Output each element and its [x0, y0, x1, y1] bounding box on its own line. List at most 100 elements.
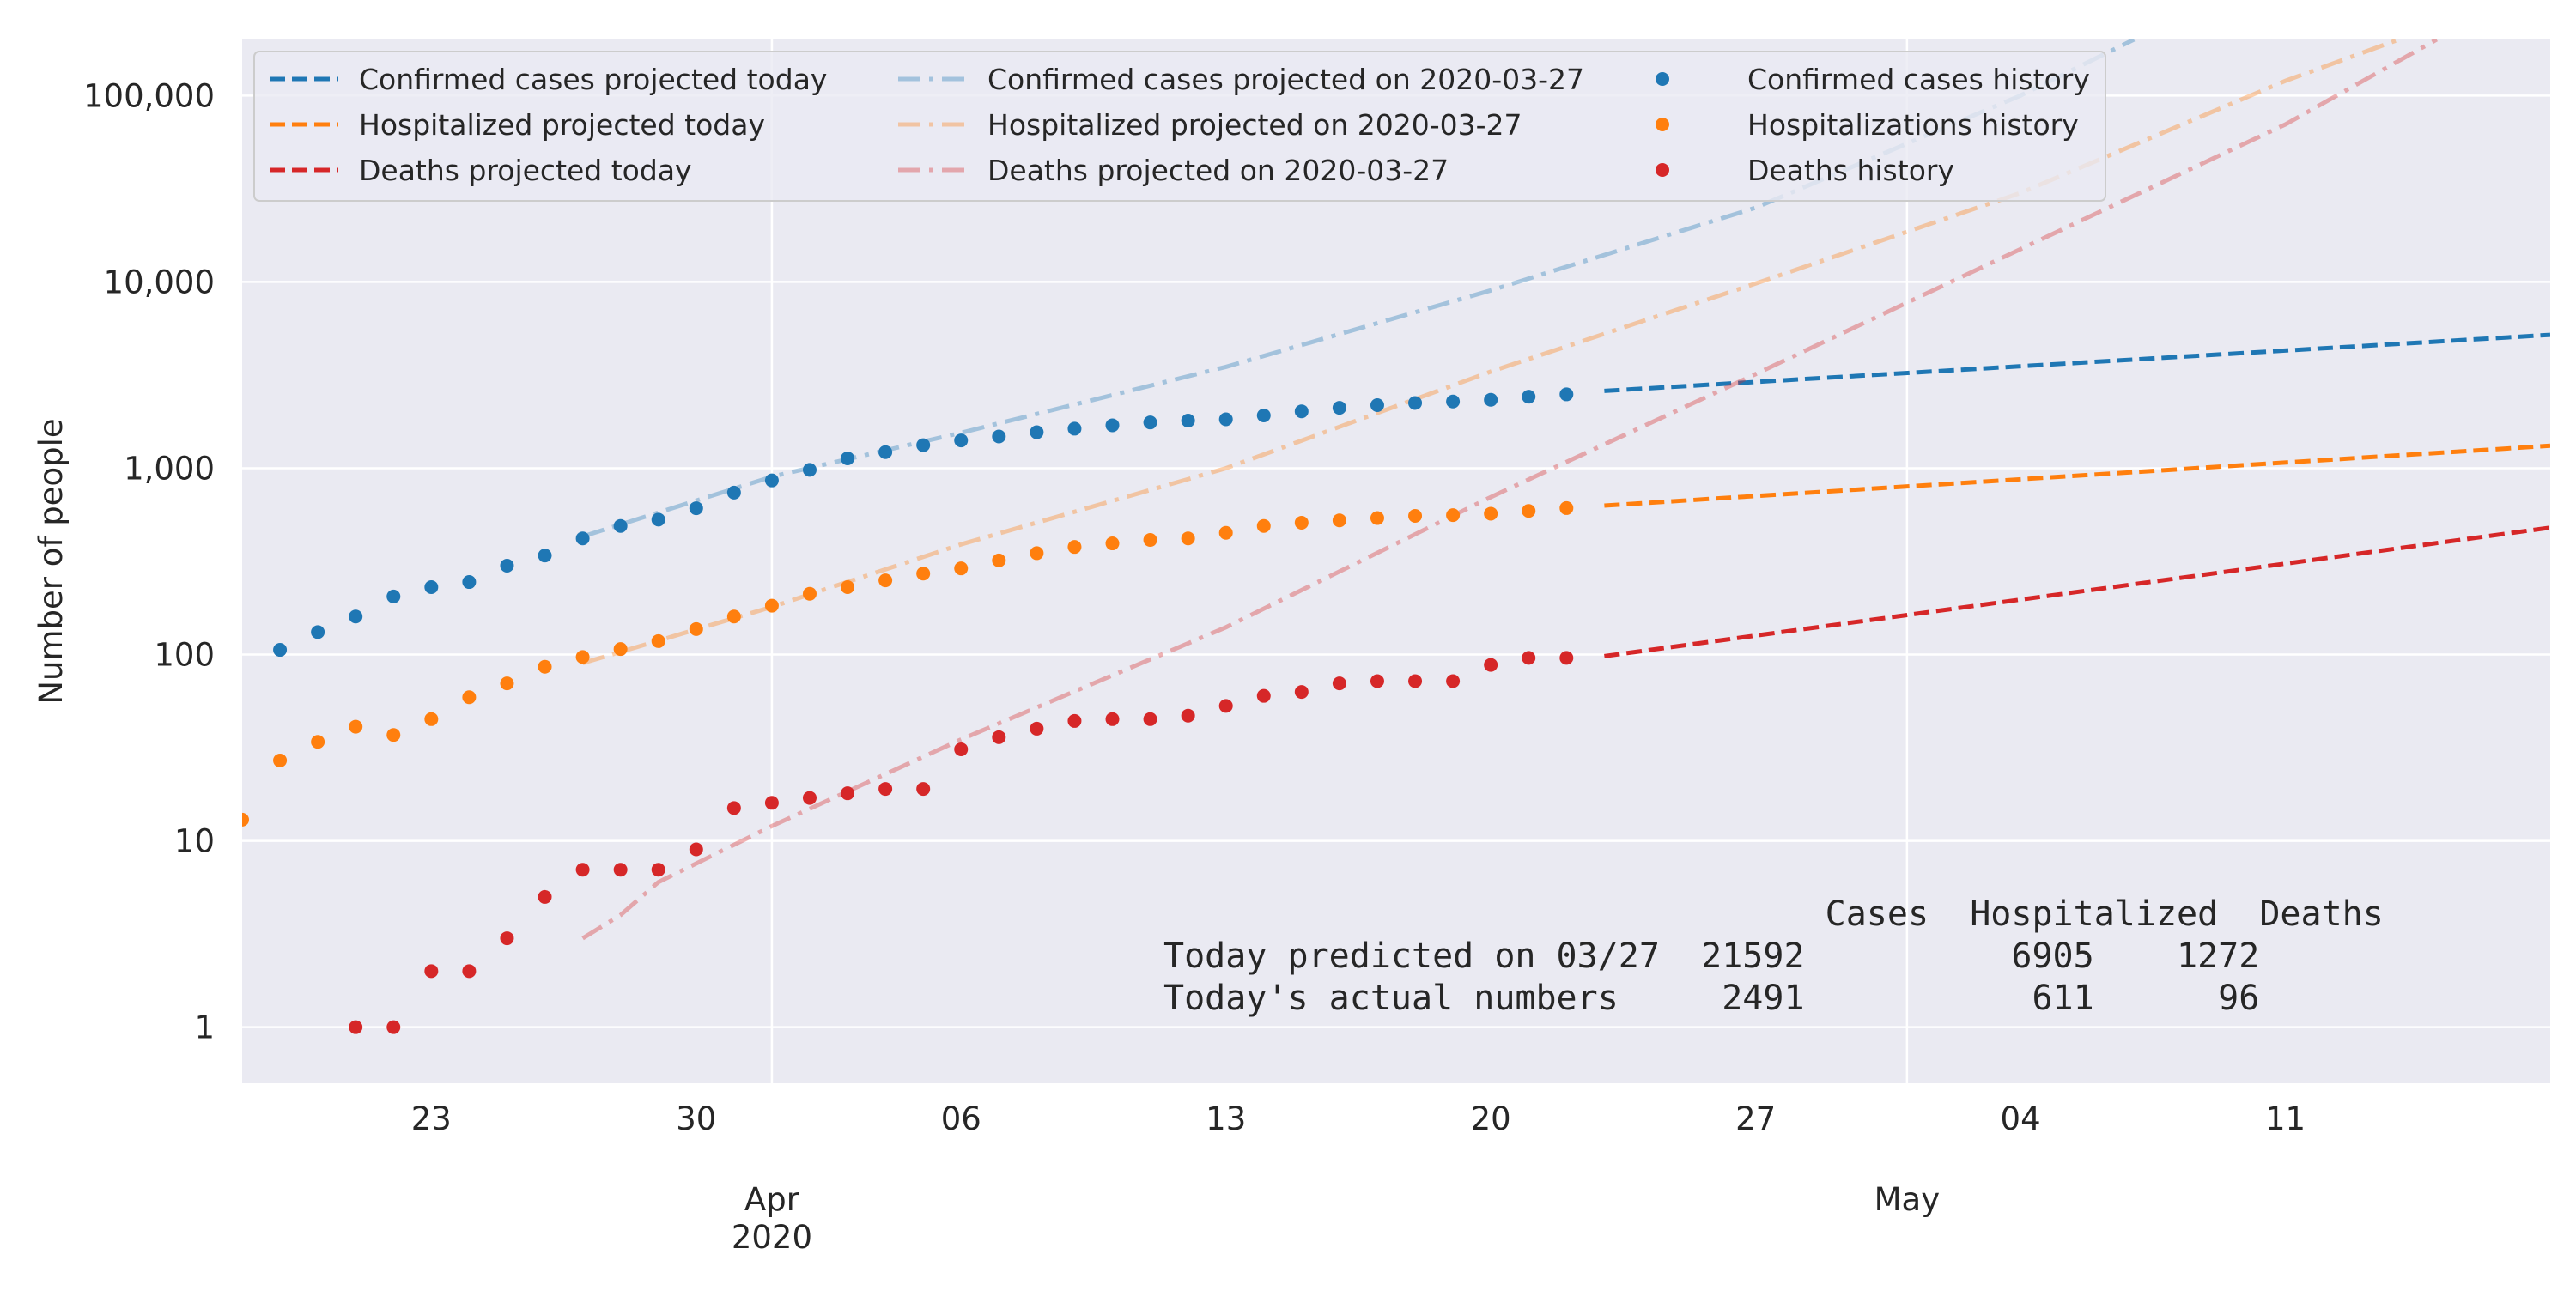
series-1-line: [1604, 443, 2550, 508]
legend-item: Deaths projected today: [270, 154, 692, 187]
series-6-point: [651, 512, 665, 527]
series-7-point: [1484, 506, 1498, 521]
series-4-line: [581, 39, 2400, 665]
legend-item: Deaths projected on 2020-03-27: [898, 154, 1449, 187]
legend-item: Hospitalized projected on 2020-03-27: [898, 108, 1522, 142]
legend-item: Confirmed cases projected on 2020-03-27: [898, 63, 1584, 96]
series-6-point: [1484, 392, 1498, 407]
series-6-point: [500, 558, 514, 573]
series-8-point: [726, 801, 741, 815]
points-layer: [242, 387, 1574, 1034]
series-6-point: [878, 445, 893, 459]
y-tick-label: 10,000: [104, 264, 215, 300]
series-8-point: [992, 730, 1006, 744]
y-tick-label: 100: [154, 637, 215, 674]
legend-label: Confirmed cases projected today: [359, 63, 827, 96]
legend-box: [253, 51, 2106, 202]
summary-table-row-actual: Today's actual numbers 2491 611 96: [1163, 979, 2259, 1018]
y-axis-label: Number of people: [33, 418, 70, 704]
y-tick-label: 1: [194, 1009, 215, 1046]
series-7-point: [386, 728, 401, 742]
series-0-line: [1604, 332, 2550, 393]
legend-marker: [1656, 118, 1669, 131]
x-major-tick-sublabel: 2020: [732, 1219, 812, 1256]
series-6-point: [802, 463, 817, 477]
series-7-point: [349, 719, 363, 734]
series-2-line: [1604, 525, 2550, 658]
series-8-point: [1030, 721, 1044, 736]
series-7-point: [1294, 515, 1309, 530]
series-6-point: [1332, 401, 1346, 415]
series-8-point: [1256, 688, 1271, 703]
series-8-point: [1370, 674, 1384, 688]
series-8-point: [349, 1020, 363, 1034]
legend-item: Deaths history: [1656, 154, 1954, 187]
series-7-point: [1218, 525, 1233, 540]
series-8-point: [916, 782, 931, 797]
legend-item: Confirmed cases history: [1656, 63, 2090, 96]
series-6-point: [1408, 396, 1423, 410]
series-7-point: [651, 633, 665, 648]
series-8-point: [1484, 658, 1498, 672]
series-6-point: [1030, 425, 1044, 439]
series-8-point: [954, 742, 969, 756]
series-8-point: [575, 863, 590, 877]
series-7-point: [1408, 508, 1423, 523]
series-7-point: [841, 580, 855, 595]
series-7-point: [311, 735, 325, 749]
series-7-point: [878, 573, 893, 588]
series-6-point: [349, 609, 363, 624]
series-8-point: [1332, 676, 1346, 691]
series-6-point: [575, 531, 590, 546]
series-8-point: [802, 791, 817, 805]
series-6-point: [1294, 404, 1309, 419]
series-7-point: [1030, 546, 1044, 561]
series-8-point: [424, 964, 439, 979]
series-6-point: [1370, 398, 1384, 413]
series-7-point: [575, 650, 590, 664]
series-7-point: [992, 553, 1006, 567]
series-8-point: [841, 786, 855, 801]
series-8-point: [1143, 712, 1157, 726]
series-8-point: [538, 889, 552, 904]
series-7-point: [1370, 511, 1384, 525]
legend-label: Confirmed cases history: [1747, 63, 2090, 96]
series-7-point: [273, 753, 288, 767]
series-8-point: [1294, 685, 1309, 700]
series-7-point: [1181, 531, 1195, 546]
y-tick-label: 100,000: [83, 77, 215, 114]
series-6-point: [386, 589, 401, 603]
series-6-point: [1218, 412, 1233, 427]
series-6-point: [1559, 387, 1574, 402]
series-6-point: [916, 438, 931, 452]
series-7-point: [1446, 508, 1461, 523]
series-7-point: [242, 812, 249, 827]
series-6-point: [311, 625, 325, 639]
series-8-point: [1067, 713, 1082, 728]
series-8-point: [764, 796, 779, 810]
series-6-point: [538, 549, 552, 563]
series-7-point: [1559, 500, 1574, 515]
x-tick-label: 27: [1735, 1100, 1776, 1137]
series-6-point: [726, 485, 741, 500]
series-6-point: [462, 575, 477, 590]
series-7-point: [424, 712, 439, 726]
x-major-tick-label: May: [1874, 1181, 1941, 1218]
series-7-point: [500, 676, 514, 691]
series-6-point: [1446, 394, 1461, 409]
x-tick-label: 04: [2001, 1100, 2041, 1137]
series-7-point: [538, 659, 552, 674]
legend: Confirmed cases projected today Hospitali…: [253, 51, 2106, 202]
series-7-point: [916, 567, 931, 581]
series-6-point: [424, 580, 439, 595]
series-7-point: [689, 621, 703, 636]
series-8-point: [1408, 674, 1423, 688]
series-6-point: [992, 429, 1006, 444]
legend-item: Hospitalized projected today: [270, 108, 765, 142]
series-8-point: [1522, 651, 1536, 665]
series-8-point: [500, 931, 514, 946]
x-major-tick-label: Apr: [744, 1181, 800, 1218]
series-7-point: [1143, 533, 1157, 548]
legend-label: Hospitalized projected today: [359, 108, 765, 142]
